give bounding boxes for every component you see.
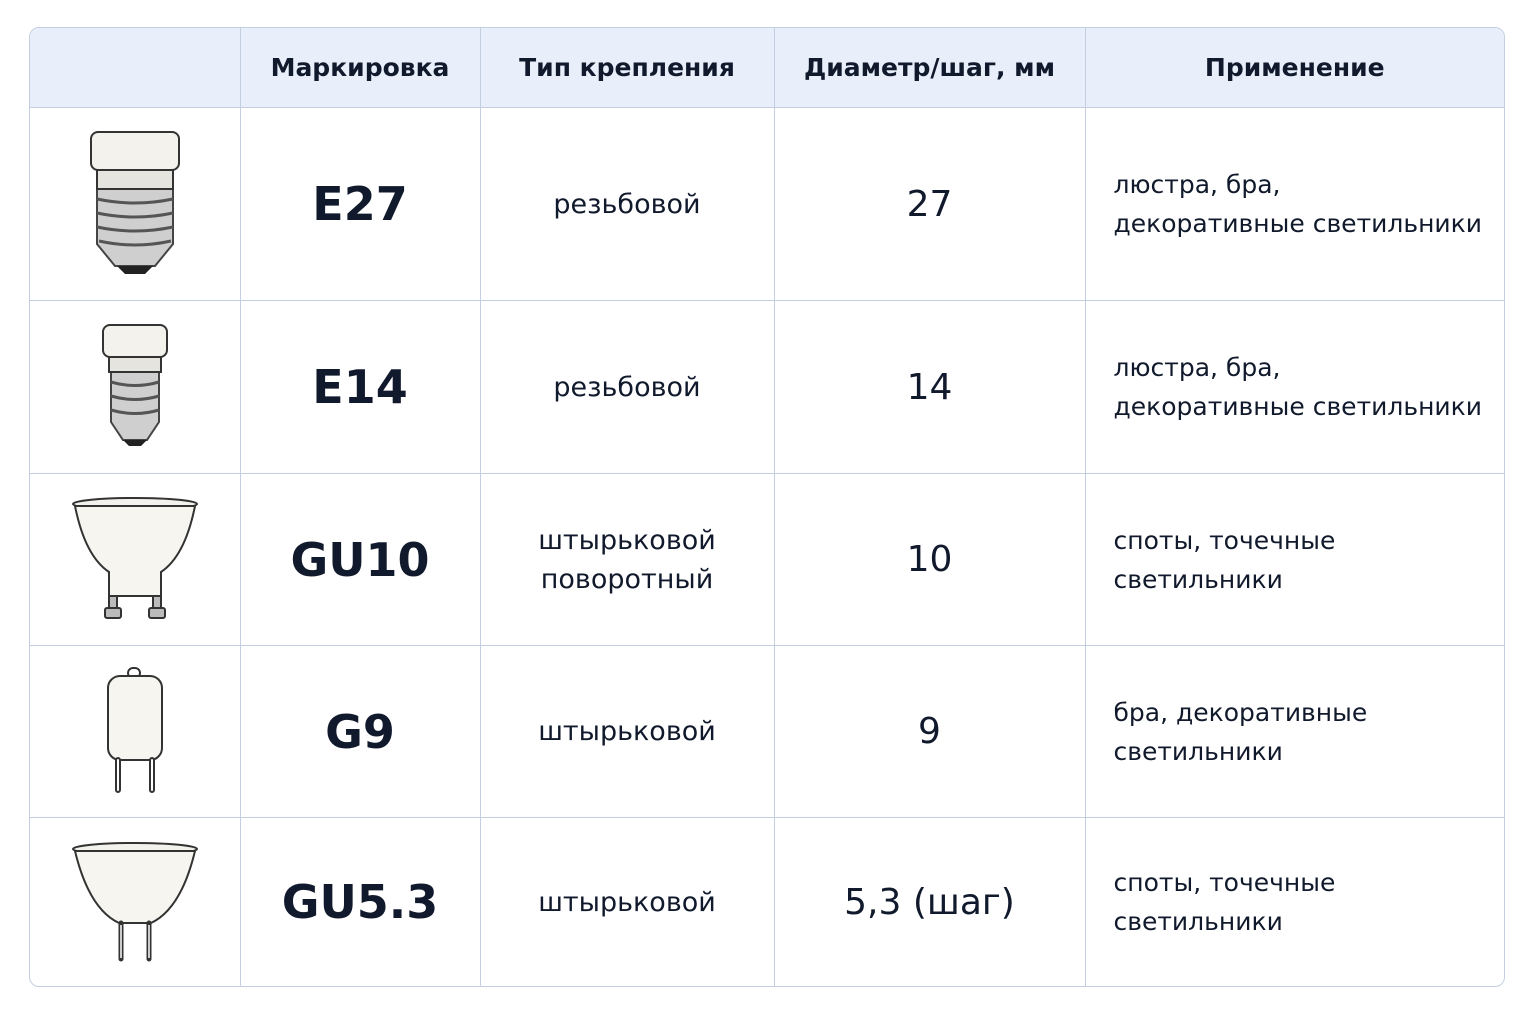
mount: штырьковой bbox=[479, 645, 775, 818]
e27-icon bbox=[89, 131, 180, 274]
mount: штырьковой поворотный bbox=[479, 473, 775, 646]
row: GU5.3 штырьковой 5,3 (шаг) споты, точечн… bbox=[30, 817, 1504, 986]
icon-cell bbox=[30, 473, 241, 646]
mount-line: штырьковой bbox=[538, 886, 716, 918]
icon-cell bbox=[30, 300, 241, 474]
icon-cell bbox=[30, 107, 241, 301]
diameter: 5,3 (шаг) bbox=[773, 817, 1086, 986]
mark: E14 bbox=[239, 300, 481, 474]
app-line: светильники bbox=[1113, 564, 1283, 594]
app-line: бра, декоративные bbox=[1113, 697, 1368, 727]
application: споты, точечные светильники bbox=[1084, 817, 1504, 986]
diameter: 9 bbox=[773, 645, 1086, 818]
app-line: светильники bbox=[1113, 736, 1283, 766]
mount-line: резьбовой bbox=[553, 188, 701, 220]
app-line: декоративные светильники bbox=[1113, 209, 1483, 238]
diameter: 10 bbox=[773, 473, 1086, 646]
app-line: светильники bbox=[1113, 907, 1283, 936]
g9-icon bbox=[106, 666, 163, 793]
icon-cell bbox=[30, 817, 241, 986]
diameter: 27 bbox=[773, 107, 1086, 301]
header-cell: Тип крепления bbox=[479, 28, 775, 108]
lamp-base-table: Маркировка Тип крепления Диаметр/шаг, мм… bbox=[30, 28, 1504, 986]
app-line: декоративные светильники bbox=[1113, 392, 1483, 421]
header-cell: Применение bbox=[1084, 28, 1504, 108]
row: E27 резьбовой 27 люстра, бра, декоративны… bbox=[30, 107, 1504, 301]
mount: резьбовой bbox=[479, 107, 775, 301]
row: GU10 штырьковой поворотный 10 споты, точе… bbox=[30, 473, 1504, 646]
gu10-icon bbox=[71, 496, 198, 619]
mount-line: резьбовой bbox=[553, 371, 701, 403]
table: Маркировка Тип крепления Диаметр/шаг, мм… bbox=[29, 27, 1505, 987]
mark: G9 bbox=[239, 645, 481, 818]
header-cell: Диаметр/шаг, мм bbox=[773, 28, 1086, 108]
mount-line: штырьковой bbox=[538, 524, 716, 556]
application: споты, точечные светильники bbox=[1084, 473, 1504, 646]
app-line: споты, точечные bbox=[1113, 525, 1336, 555]
row: E14 резьбовой 14 люстра, бра, декоративны… bbox=[30, 300, 1504, 474]
application: бра, декоративные светильники bbox=[1084, 645, 1504, 818]
app-line: люстра, бра, bbox=[1113, 353, 1281, 382]
gu53-icon bbox=[71, 842, 198, 962]
application: люстра, бра, декоративные светильники bbox=[1084, 107, 1504, 301]
mark: GU10 bbox=[239, 473, 481, 646]
mount: штырьковой bbox=[479, 817, 775, 986]
header-row: Маркировка Тип крепления Диаметр/шаг, мм… bbox=[30, 28, 1504, 108]
mount-line: штырьковой bbox=[538, 716, 716, 747]
app-line: споты, точечные bbox=[1113, 868, 1336, 897]
app-line: люстра, бра, bbox=[1113, 170, 1281, 199]
header-cell: Маркировка bbox=[239, 28, 481, 108]
mount-line: поворотный bbox=[540, 563, 714, 595]
mount: резьбовой bbox=[479, 300, 775, 474]
row: G9 штырьковой 9 бра, декоративные светиль… bbox=[30, 645, 1504, 818]
mark: GU5.3 bbox=[239, 817, 481, 986]
diameter: 14 bbox=[773, 300, 1086, 474]
header-cell bbox=[30, 28, 241, 108]
e14-icon bbox=[101, 324, 168, 446]
application: люстра, бра, декоративные светильники bbox=[1084, 300, 1504, 474]
icon-cell bbox=[30, 645, 241, 818]
mark: E27 bbox=[239, 107, 481, 301]
